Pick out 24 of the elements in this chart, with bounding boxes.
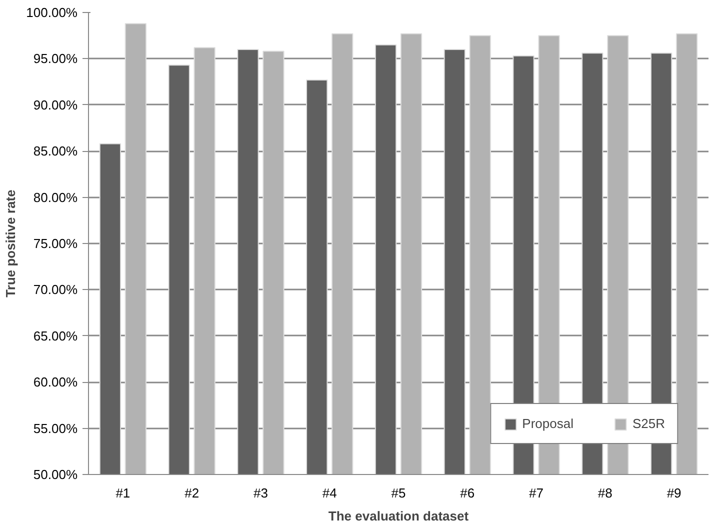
x-tick-label: #6 — [460, 486, 475, 500]
y-tick-label: 55.00% — [33, 420, 78, 436]
y-tick-label: 70.00% — [33, 282, 78, 298]
x-tick-label: #9 — [666, 486, 682, 500]
x-tick-label: #8 — [598, 486, 612, 500]
x-axis-title: The evaluation dataset — [328, 508, 470, 524]
y-tick-label: 85.00% — [33, 144, 78, 159]
y-tick-label: 90.00% — [33, 97, 78, 112]
y-tick-label: 65.00% — [33, 328, 78, 344]
x-tick-label: #1 — [116, 486, 130, 500]
y-tick-label: 50.00% — [33, 467, 78, 482]
y-tick-label: 60.00% — [33, 374, 78, 390]
y-tick-label: 75.00% — [33, 236, 78, 251]
y-tick-label: 95.00% — [33, 51, 78, 66]
y-tick-label: 80.00% — [33, 190, 78, 205]
x-tick-label: #2 — [184, 486, 200, 500]
x-tick-label: #7 — [529, 486, 544, 500]
y-axis-title: True positive rate — [3, 190, 18, 298]
x-tick-label: #5 — [391, 486, 406, 500]
legend-label: S25R — [632, 416, 665, 431]
x-tick-label: #3 — [253, 486, 268, 500]
y-tick-label: 100.00% — [26, 5, 78, 20]
legend-label: Proposal — [522, 416, 574, 431]
x-tick-label: #4 — [322, 486, 337, 500]
